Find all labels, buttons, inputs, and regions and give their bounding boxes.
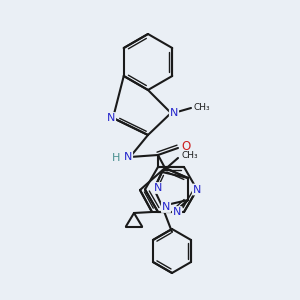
Text: N: N <box>170 108 178 118</box>
Text: H: H <box>112 153 120 163</box>
Text: N: N <box>107 113 115 123</box>
Text: CH₃: CH₃ <box>193 103 210 112</box>
Text: N: N <box>162 202 170 212</box>
Text: N: N <box>154 183 162 193</box>
Text: N: N <box>173 207 181 217</box>
Text: CH₃: CH₃ <box>182 152 199 160</box>
Text: N: N <box>193 184 201 194</box>
Text: O: O <box>182 140 190 154</box>
Text: N: N <box>124 152 132 162</box>
